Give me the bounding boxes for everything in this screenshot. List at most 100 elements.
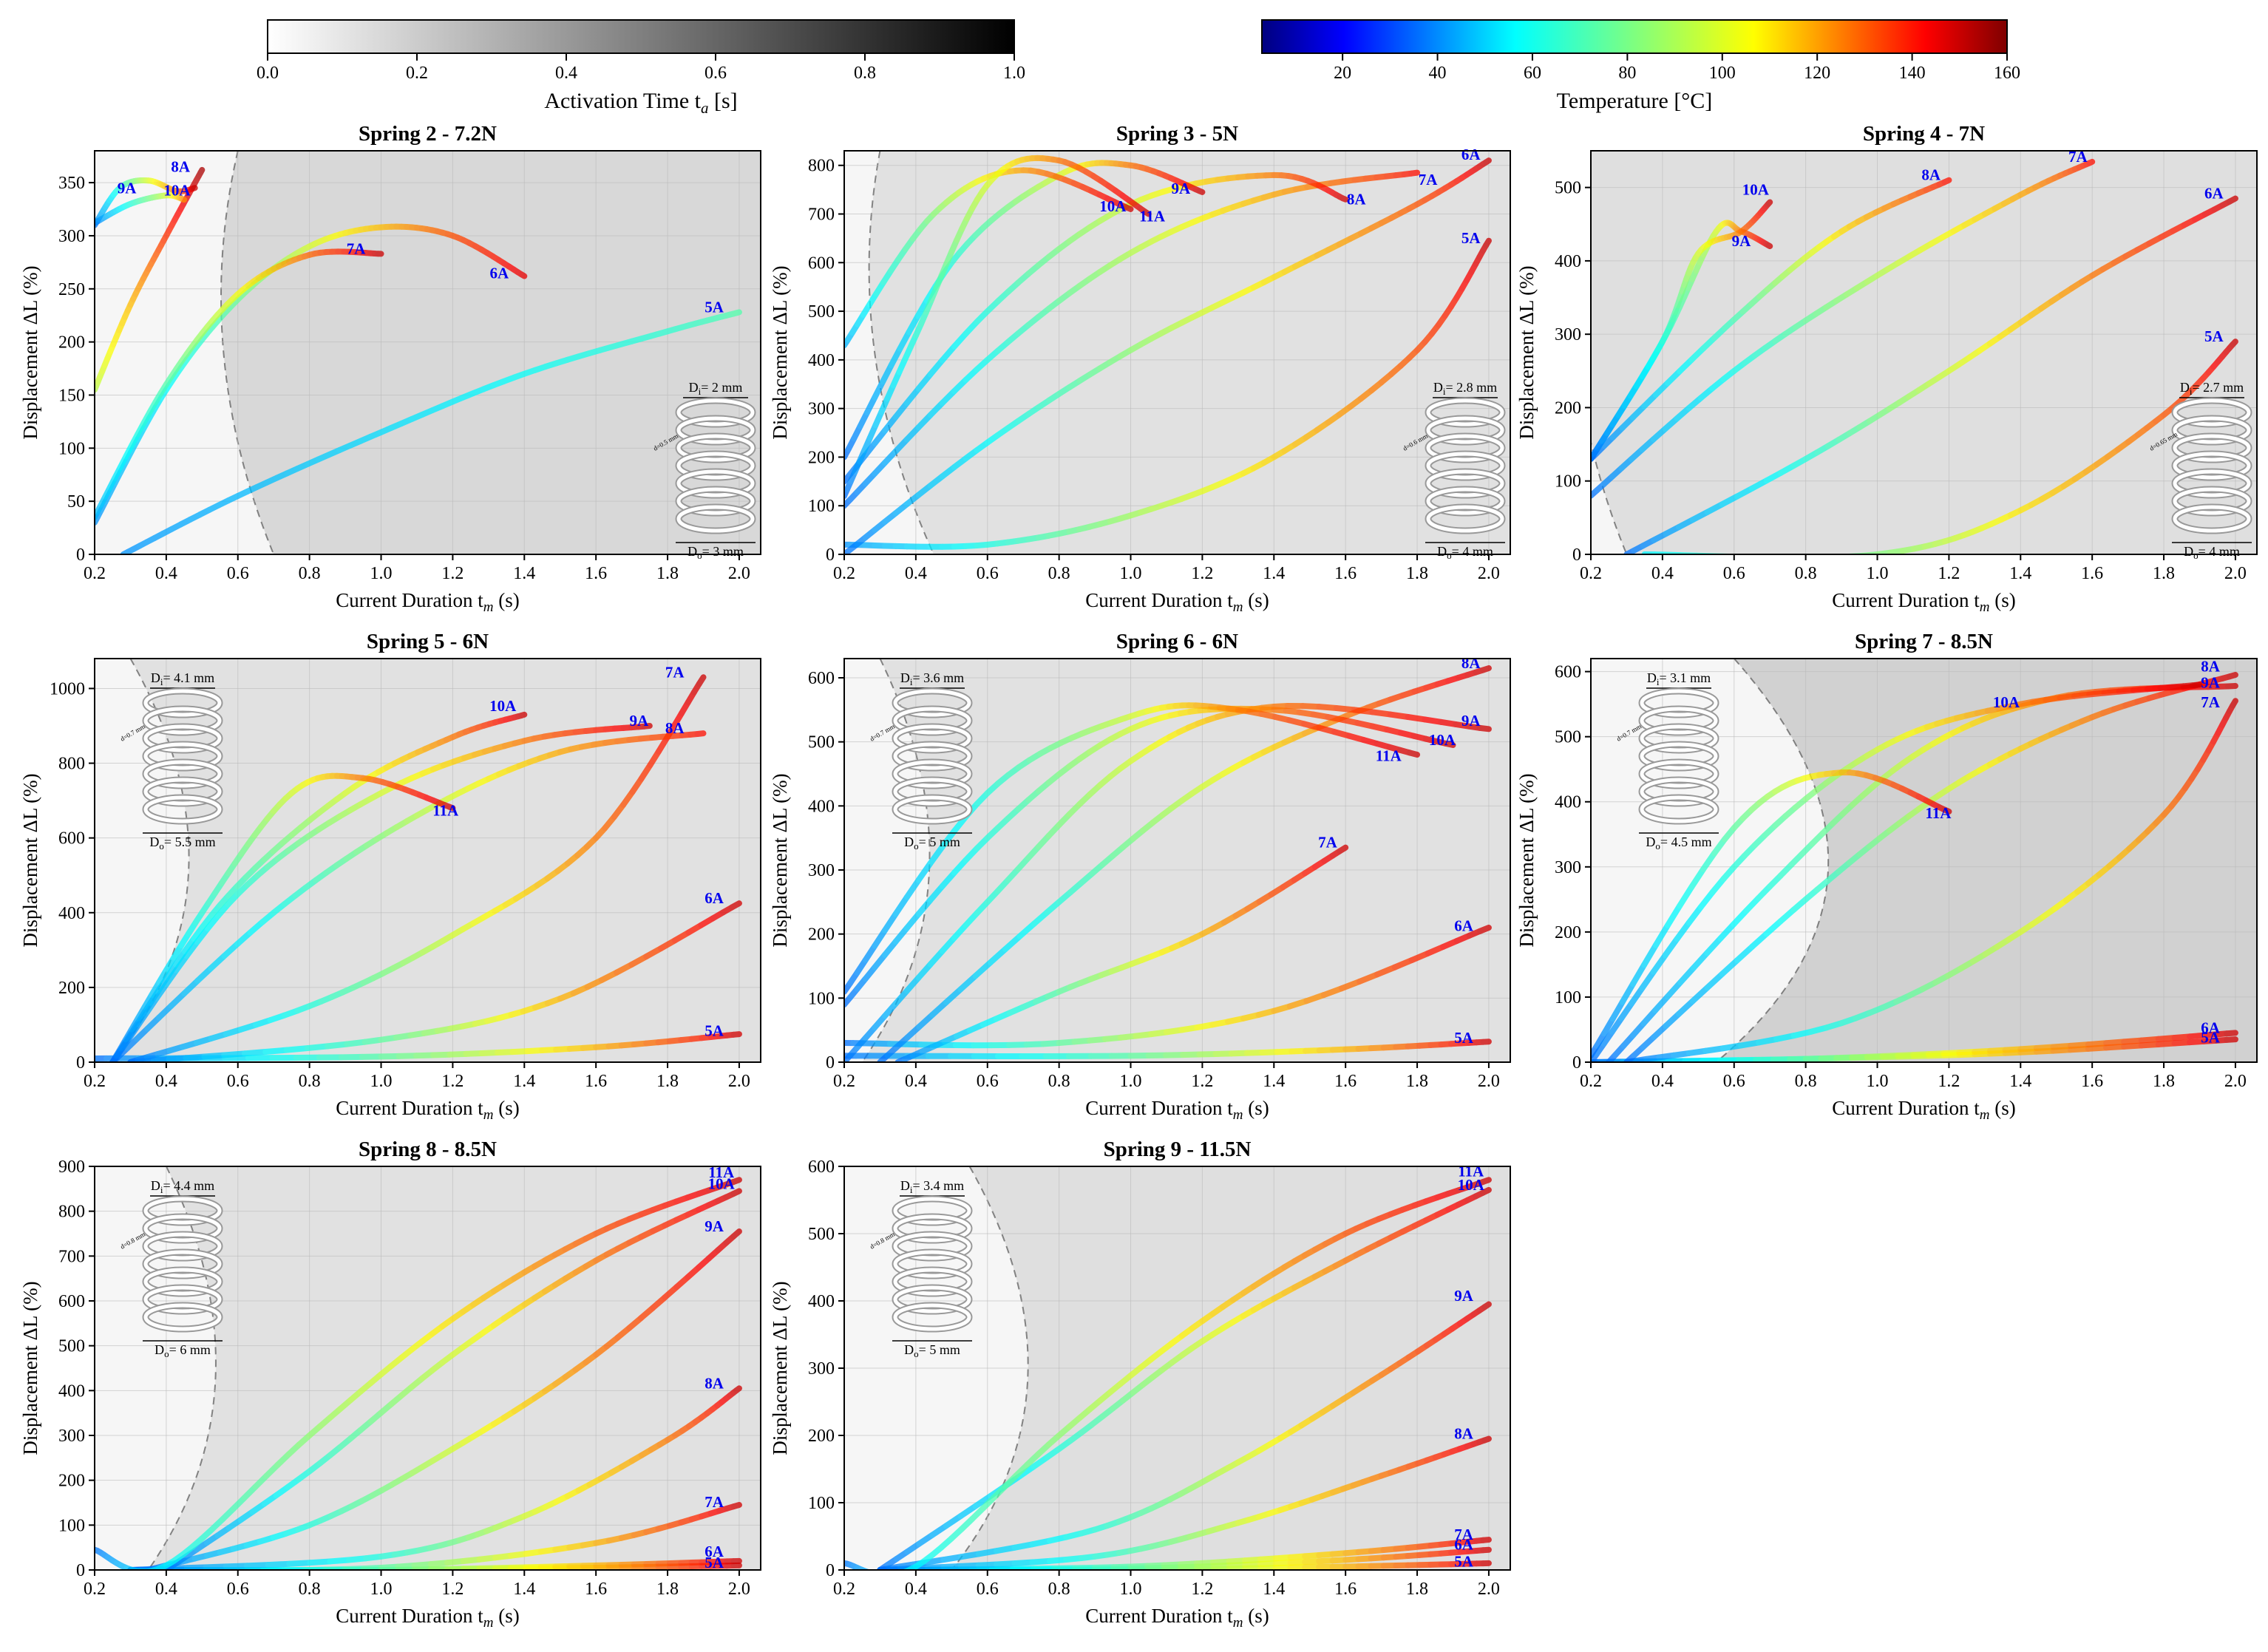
series-segment: [181, 978, 201, 997]
x-tick-label: 1.8: [656, 1580, 679, 1599]
inset-sub-i: i: [160, 1184, 163, 1195]
x-tick-label: 1.8: [2153, 564, 2175, 583]
x-tick-label: 1.6: [585, 1580, 607, 1599]
x-tick-label: 1.6: [1334, 1580, 1357, 1599]
coil-turn: [2173, 398, 2251, 426]
x-tick-label: 2.0: [2224, 564, 2247, 583]
temperature-tick-label: 160: [1994, 64, 2020, 83]
x-axis-label: Current Duration tm (s): [1085, 1097, 1269, 1123]
series-10A: [95, 177, 198, 228]
series-segment: [1016, 920, 1037, 939]
series-segment: [325, 1041, 350, 1050]
series-label-10A: 10A: [1458, 1176, 1485, 1194]
x-axis-label-text: Current Duration t: [336, 1605, 483, 1627]
series-label-7A: 7A: [1318, 834, 1338, 852]
x-tick-label: 1.0: [370, 564, 393, 583]
x-tick-label: 1.2: [1191, 1072, 1213, 1091]
x-tick-label: 0.4: [905, 1580, 927, 1599]
activation-background: [844, 151, 1510, 554]
inset-outer-diameter: Do= 5 mm: [904, 1342, 960, 1359]
y-tick-label: 300: [808, 400, 835, 419]
series-label-9A: 9A: [1454, 1287, 1474, 1305]
coil-turn: [893, 707, 971, 735]
x-tick-label: 0.8: [1048, 1580, 1070, 1599]
x-tick-label: 1.4: [2009, 1072, 2031, 1091]
inset-inner-value: = 3.4 mm: [912, 1178, 964, 1193]
inset-sub-o: o: [914, 1348, 919, 1359]
x-axis-label-sub: m: [483, 1107, 494, 1123]
series-segment: [2085, 1044, 2110, 1052]
series-segment: [1737, 1039, 1762, 1049]
activation-band: [112, 659, 761, 1062]
y-tick-label: 200: [58, 1472, 85, 1491]
series-segment: [1333, 704, 1357, 713]
series-11A: [844, 154, 1152, 500]
series-11A: [844, 1177, 1492, 1570]
y-tick-label: 50: [67, 492, 85, 511]
coil-turn: [143, 1214, 222, 1243]
series-segment: [1391, 957, 1415, 971]
x-tick-label: 1.8: [1406, 1580, 1428, 1599]
series-segment: [1483, 237, 1492, 248]
y-tick-label: 200: [808, 448, 835, 467]
series-7A: [877, 1537, 1492, 1570]
series-segment: [972, 959, 994, 979]
series-segment: [1618, 1000, 1634, 1022]
series-segment: [1141, 208, 1152, 217]
x-tick-label: 1.4: [513, 1580, 535, 1599]
x-tick-label: 0.6: [227, 1580, 249, 1599]
y-axis: 0 100 200 300 400 500 600 700 800 Displacement ΔL…: [769, 157, 844, 565]
activation-label-text: Activation Time t: [544, 89, 701, 113]
series-segment: [1719, 1042, 1744, 1052]
subplot-title: Spring 9 - 11.5N: [1104, 1138, 1252, 1161]
series-label-8A: 8A: [665, 719, 685, 737]
x-axis-label-text: Current Duration t: [1085, 589, 1233, 611]
series-segment: [915, 371, 934, 392]
series-segment: [168, 990, 188, 1009]
coil-turn: [893, 1232, 971, 1260]
series-6A: [1623, 195, 2238, 554]
inset-inner-value: = 4.4 mm: [163, 1178, 214, 1193]
x-tick-label: 1.4: [1263, 564, 1285, 583]
temperature-tick-label: 20: [1334, 64, 1351, 83]
activation-label-sub: a: [701, 99, 709, 117]
x-tick-label: 1.4: [2009, 564, 2031, 583]
series-segment: [903, 877, 922, 900]
y-tick-label: 200: [808, 925, 835, 945]
x-tick-label: 2.0: [728, 1072, 750, 1091]
series-segment: [872, 378, 886, 401]
coil-turn: [1426, 487, 1504, 515]
inset-inner-diameter: Di= 4.1 mm: [151, 670, 214, 687]
series-segment: [1338, 978, 1363, 992]
coil-turn: [143, 689, 222, 717]
x-tick-label: 1.6: [585, 564, 607, 583]
inset-sub-o: o: [2193, 550, 2199, 561]
y-tick-label: 300: [808, 861, 835, 880]
temperature-tick-label: 40: [1429, 64, 1447, 83]
coil-turn: [1426, 469, 1504, 497]
x-axis: 0.2 0.4 0.6 0.8 1.0 1.2 1.4 1.6 1.8 2.0 Current Du…: [84, 1062, 750, 1123]
axes-frame: [1590, 658, 2258, 1063]
activation-tick-label: 0.4: [555, 64, 577, 83]
series-segment: [1480, 665, 1492, 673]
series-5A: [1641, 339, 2238, 554]
inset-outer-value: = 5 mm: [919, 1342, 960, 1357]
coil-turn: [1640, 795, 1718, 823]
series-segment: [892, 400, 910, 421]
series-segment: [1763, 918, 1784, 937]
series-segment: [897, 329, 912, 352]
series-segment: [892, 925, 910, 945]
series-segment: [915, 961, 934, 981]
x-tick-label: 0.6: [977, 1072, 999, 1091]
series-label-8A: 8A: [1461, 654, 1481, 672]
y-axis-label: Displacement ΔL (%): [769, 773, 791, 947]
series-segment: [939, 343, 957, 364]
series-segment: [1688, 866, 1706, 891]
series-labels: 5A 6A 7A 8A 9A 10A 11A: [1099, 146, 1481, 247]
x-tick-label: 0.8: [299, 1580, 321, 1599]
series-7A: [844, 169, 1421, 509]
coil-turn: [893, 689, 971, 717]
